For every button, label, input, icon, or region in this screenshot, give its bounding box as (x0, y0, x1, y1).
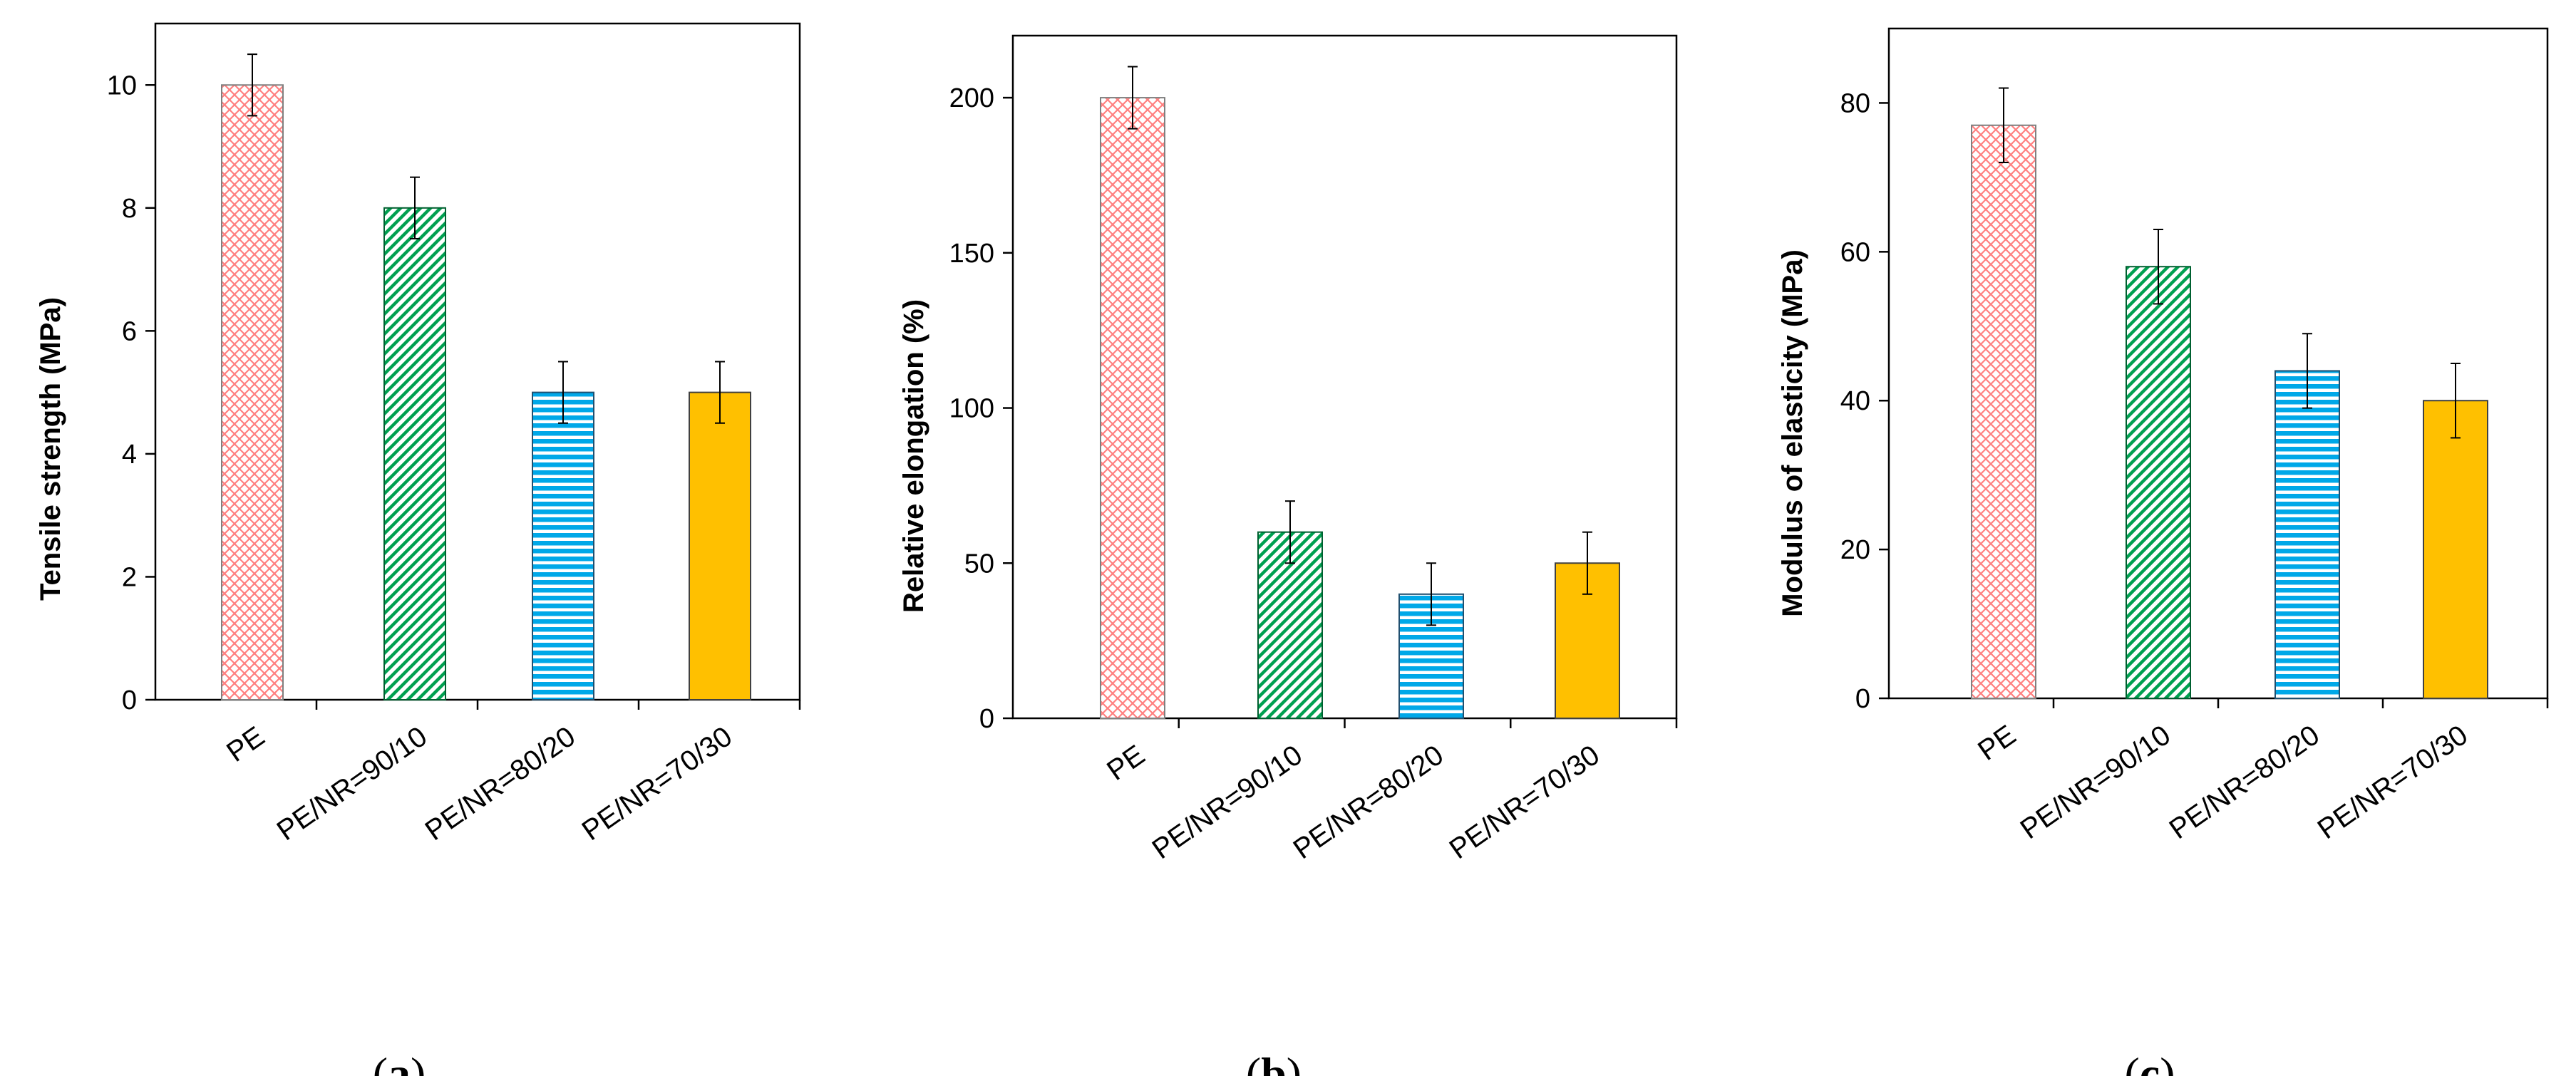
caption-letter: b (1261, 1048, 1287, 1076)
y-tick-label: 10 (107, 71, 137, 100)
panel-caption: (b) (1246, 1048, 1302, 1076)
y-tick-label: 0 (122, 686, 137, 715)
x-category-label: PE/NR=90/10 (1147, 739, 1309, 865)
y-tick-label: 60 (1840, 237, 1870, 267)
y-tick-label: 200 (949, 83, 994, 113)
y-axis-title: Tensile strength (MPa) (35, 297, 66, 601)
caption-close: ) (411, 1048, 426, 1076)
bar (1971, 124, 2036, 699)
bar (2423, 400, 2488, 699)
y-tick-label: 40 (1840, 386, 1870, 416)
caption-letter: a (388, 1048, 411, 1076)
y-tick-label: 2 (122, 562, 137, 592)
bar (2126, 266, 2191, 699)
y-axis-title: Modulus of elasticity (MPa) (1777, 249, 1808, 617)
y-tick-label: 0 (979, 704, 994, 734)
x-category-label: PE/NR=80/20 (1288, 739, 1450, 865)
y-tick-label: 6 (122, 316, 137, 346)
x-category-label: PE/NR=70/30 (2312, 719, 2474, 845)
x-category-label: PE/NR=80/20 (420, 720, 582, 847)
y-tick-label: 150 (949, 239, 994, 269)
caption-close: ) (2160, 1048, 2175, 1076)
bar (1100, 97, 1165, 720)
x-category-label: PE/NR=90/10 (272, 720, 433, 847)
x-category-label: PE (221, 720, 270, 768)
x-category-label: PE/NR=90/10 (2015, 719, 2177, 845)
x-category-label: PE/NR=70/30 (1444, 739, 1606, 865)
x-category-label: PE/NR=80/20 (2164, 719, 2326, 845)
bar (221, 84, 284, 701)
bar (2274, 370, 2340, 699)
caption-open: ( (2124, 1048, 2139, 1076)
y-tick-label: 8 (122, 194, 137, 224)
y-tick-label: 80 (1840, 88, 1870, 118)
y-axis-title: Relative elongation (%) (898, 299, 929, 613)
panel-caption: (a) (373, 1048, 426, 1076)
x-category-label: PE/NR=70/30 (577, 720, 738, 847)
y-tick-label: 50 (964, 549, 994, 579)
y-tick-label: 0 (1855, 684, 1870, 714)
bar (689, 391, 751, 700)
y-tick-label: 100 (949, 394, 994, 424)
caption-open: ( (373, 1048, 388, 1076)
caption-letter: c (2140, 1048, 2160, 1076)
y-tick-label: 20 (1840, 535, 1870, 565)
caption-open: ( (1246, 1048, 1261, 1076)
bar (532, 391, 594, 700)
panel-b-chart: Relative elongation (%) (b) 0 50 100 150 200… (898, 34, 1678, 1076)
caption-close: ) (1287, 1048, 1302, 1076)
x-category-label: PE (1101, 739, 1150, 787)
y-tick-label: 4 (122, 440, 137, 470)
bar (383, 207, 446, 700)
x-category-label: PE (1972, 719, 2021, 767)
panel-c-chart: Modulus of elasticity (MPa) (c) 0 20 40 60 8… (1777, 27, 2549, 1076)
panel-caption: (c) (2124, 1048, 2175, 1076)
